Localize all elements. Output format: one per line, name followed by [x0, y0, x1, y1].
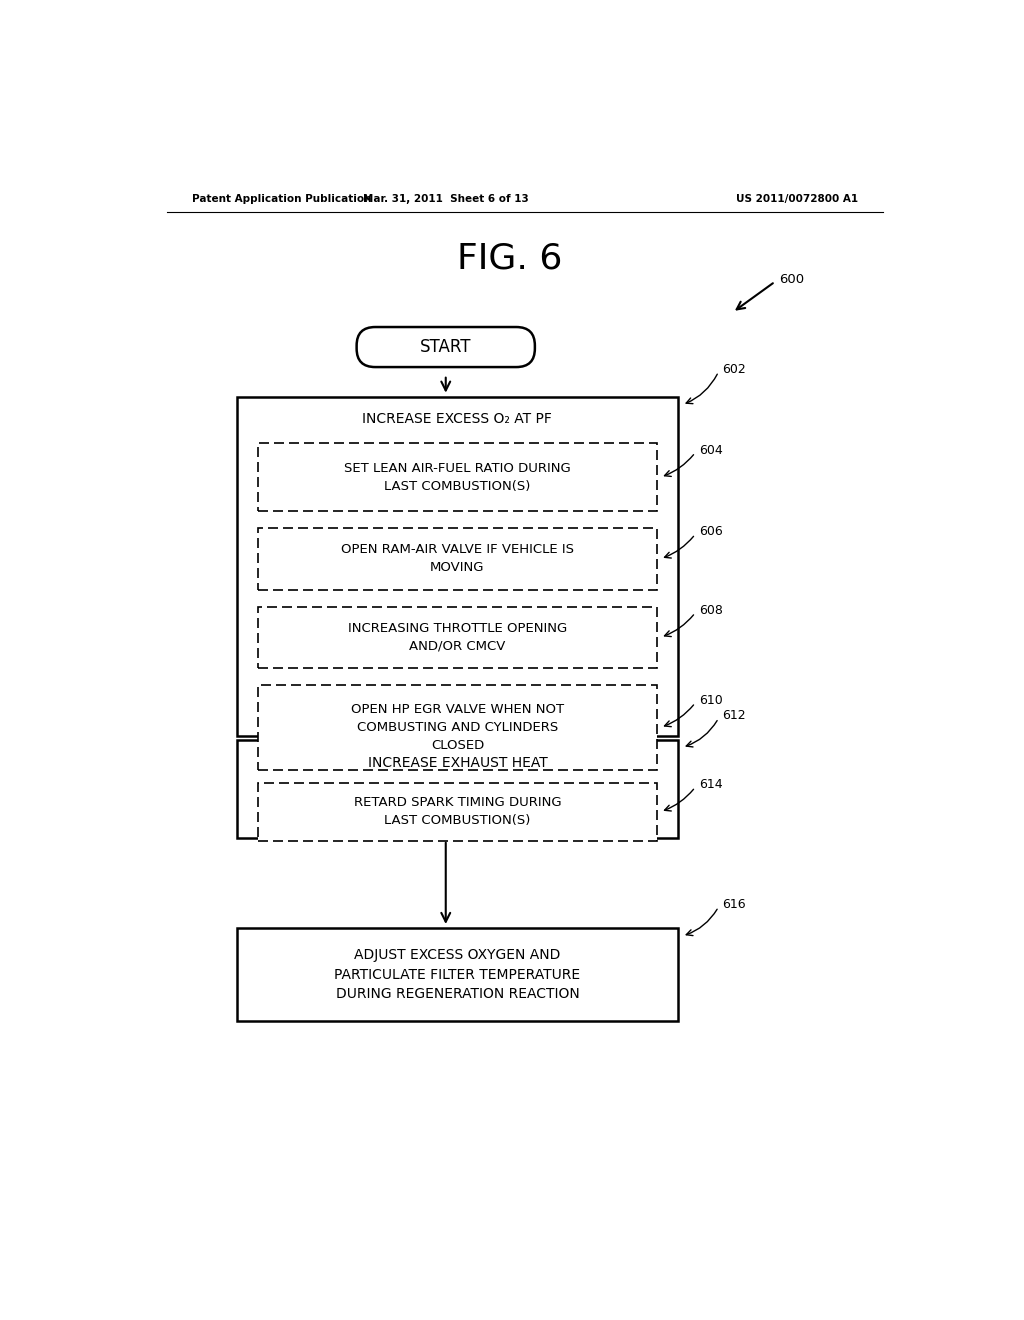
Text: ADJUST EXCESS OXYGEN AND
PARTICULATE FILTER TEMPERATURE
DURING REGENERATION REAC: ADJUST EXCESS OXYGEN AND PARTICULATE FIL…: [334, 948, 581, 1001]
Text: SET LEAN AIR-FUEL RATIO DURING
LAST COMBUSTION(S): SET LEAN AIR-FUEL RATIO DURING LAST COMB…: [344, 462, 570, 492]
FancyBboxPatch shape: [356, 327, 535, 367]
Text: 612: 612: [722, 709, 746, 722]
Bar: [237, 397, 678, 737]
Text: RETARD SPARK TIMING DURING
LAST COMBUSTION(S): RETARD SPARK TIMING DURING LAST COMBUSTI…: [353, 796, 561, 828]
Text: US 2011/0072800 A1: US 2011/0072800 A1: [736, 194, 858, 205]
Text: Mar. 31, 2011  Sheet 6 of 13: Mar. 31, 2011 Sheet 6 of 13: [362, 194, 528, 205]
Text: Patent Application Publication: Patent Application Publication: [191, 194, 371, 205]
Bar: [258, 607, 656, 668]
Text: INCREASE EXHAUST HEAT: INCREASE EXHAUST HEAT: [368, 756, 547, 770]
Bar: [258, 444, 656, 511]
Text: OPEN HP EGR VALVE WHEN NOT
COMBUSTING AND CYLINDERS
CLOSED: OPEN HP EGR VALVE WHEN NOT COMBUSTING AN…: [351, 704, 564, 752]
Bar: [237, 739, 678, 838]
Text: 602: 602: [722, 363, 746, 376]
Text: 616: 616: [722, 898, 746, 911]
Text: INCREASING THROTTLE OPENING
AND/OR CMCV: INCREASING THROTTLE OPENING AND/OR CMCV: [348, 622, 567, 653]
Text: 604: 604: [699, 444, 723, 457]
Bar: [258, 783, 656, 841]
Bar: [258, 685, 656, 770]
Text: START: START: [420, 338, 471, 356]
Text: OPEN RAM-AIR VALVE IF VEHICLE IS
MOVING: OPEN RAM-AIR VALVE IF VEHICLE IS MOVING: [341, 544, 573, 574]
Text: 614: 614: [699, 779, 723, 791]
Text: 610: 610: [699, 694, 723, 708]
Bar: [258, 528, 656, 590]
Text: INCREASE EXCESS O₂ AT PF: INCREASE EXCESS O₂ AT PF: [362, 412, 552, 425]
Text: 606: 606: [699, 525, 723, 539]
Bar: [237, 928, 678, 1020]
Text: FIG. 6: FIG. 6: [457, 242, 562, 276]
Text: 608: 608: [699, 603, 723, 616]
Text: 600: 600: [779, 273, 804, 286]
